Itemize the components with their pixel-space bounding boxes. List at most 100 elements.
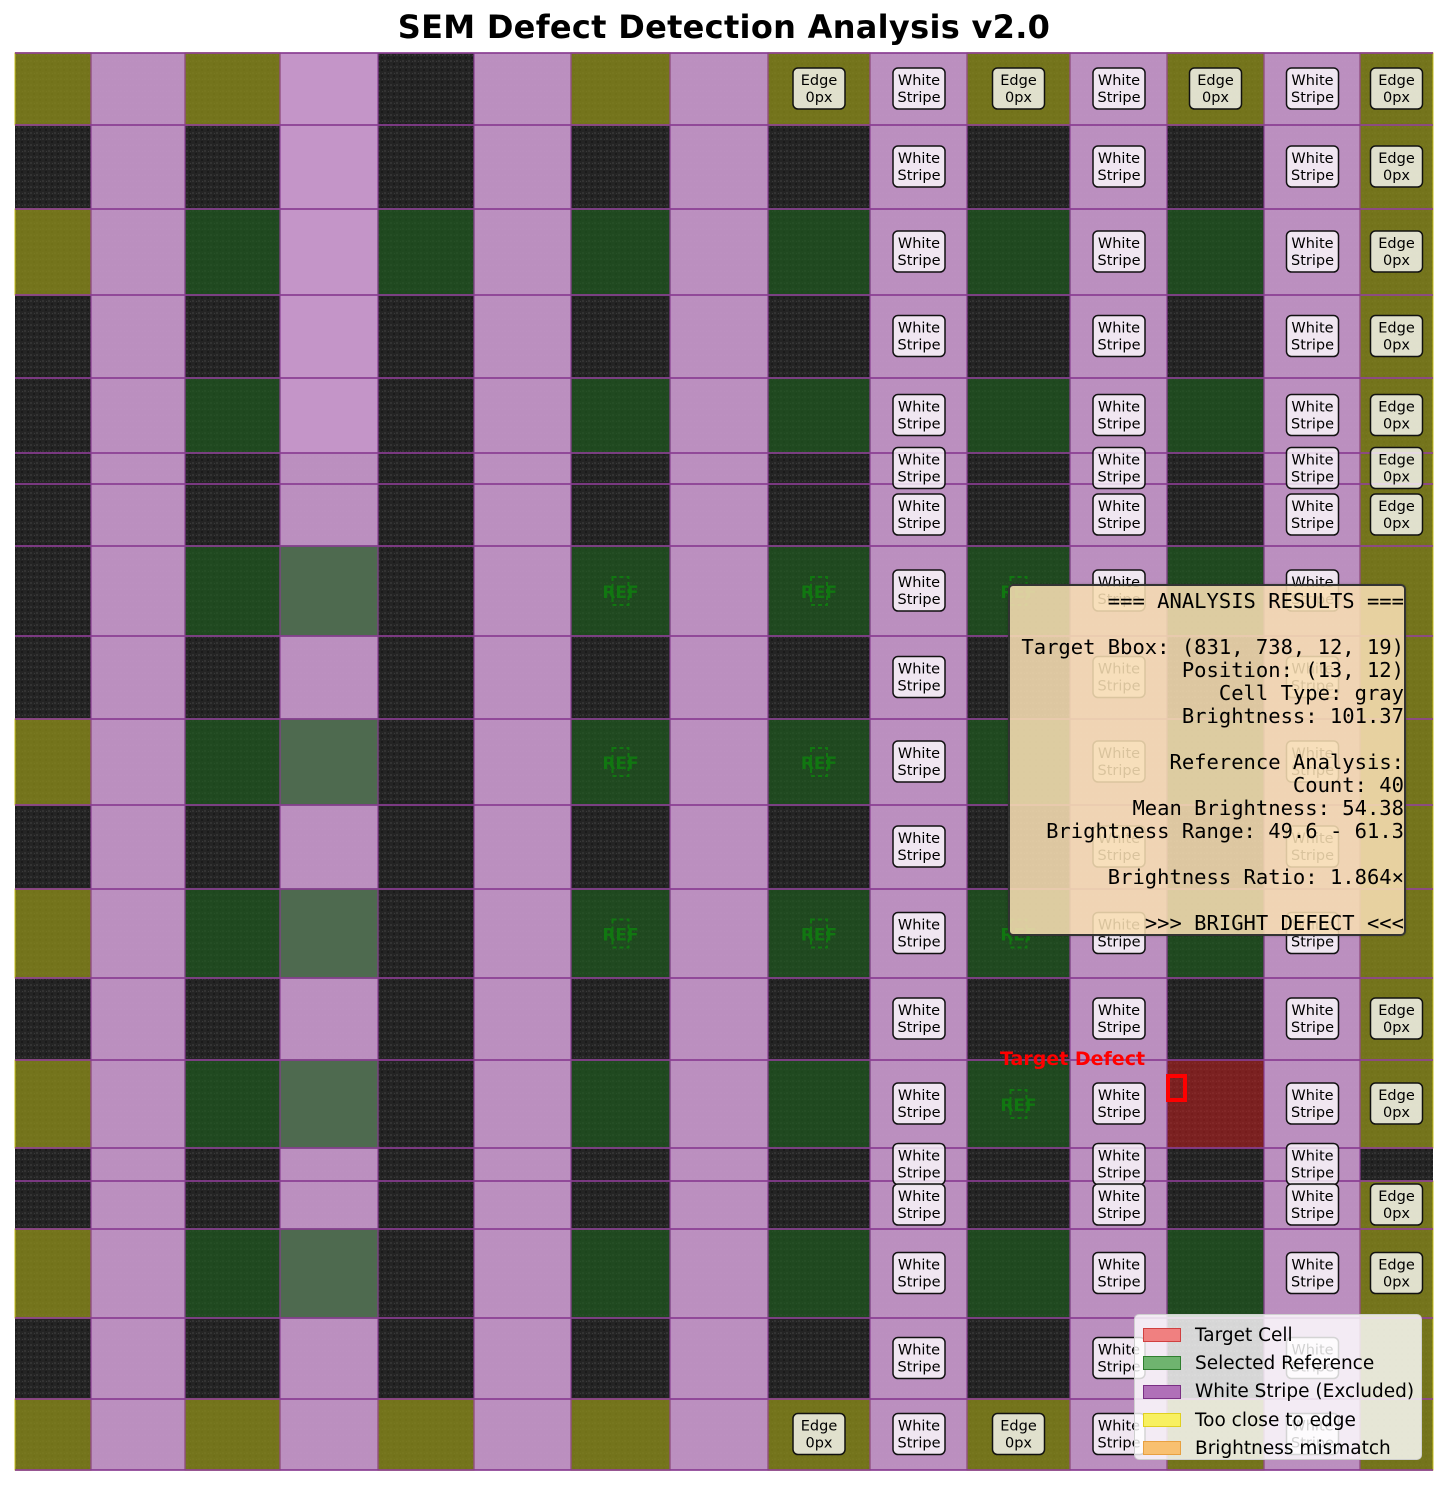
white-stripe-label-line1: White (898, 73, 940, 89)
white-stripe-label-line2: Stripe (1291, 253, 1334, 269)
white-stripe-label-line2: Stripe (897, 1105, 940, 1121)
ref-label: REF (1000, 1089, 1037, 1119)
white-stripe-cell (670, 1181, 768, 1229)
results-mean: Mean Brightness: 54.38 (1132, 796, 1404, 820)
analysis-results-panel: === ANALYSIS RESULTS === Target Bbox: (8… (1008, 584, 1406, 936)
white-stripe-cell (91, 889, 185, 978)
white-stripe-label-line1: White (1291, 236, 1333, 252)
reference-cell (279, 718, 379, 806)
edge-label-line1: Edge (1378, 73, 1415, 89)
edge-label-line2: 0px (805, 90, 832, 106)
white-stripe-cell (474, 378, 571, 453)
white-stripe-cell (280, 978, 378, 1060)
edge-label-line2: 0px (805, 1436, 832, 1452)
white-stripe-label-line1: White (1291, 1149, 1333, 1165)
edge-label-line2: 0px (1005, 90, 1032, 106)
results-position: Position: (13, 12) (1181, 658, 1404, 682)
white-stripe-label-line2: Stripe (1291, 516, 1334, 532)
white-stripe-label-line1: White (1291, 1189, 1333, 1205)
white-stripe-cell (474, 719, 571, 805)
reference-cell (767, 1059, 871, 1149)
reference-cell (767, 1228, 871, 1319)
white-stripe-cell (670, 719, 768, 805)
white-stripe-cell (670, 378, 768, 453)
reference-cell (184, 377, 281, 454)
white-stripe-label-line1: White (898, 662, 940, 678)
white-stripe-label-line1: White (1098, 400, 1140, 416)
white-stripe-label-line2: Stripe (897, 763, 940, 779)
edge-cell (14, 718, 92, 806)
edge-cell (184, 52, 281, 126)
target-cell (1167, 1060, 1264, 1148)
white-stripe-label-line2: Stripe (897, 1166, 940, 1182)
edge-label-line1: Edge (1378, 400, 1415, 416)
white-stripe-cell (670, 546, 768, 636)
edge-label-line1: Edge (1378, 1258, 1415, 1274)
edge-cell (570, 52, 671, 126)
white-stripe-label-line1: White (1098, 73, 1140, 89)
white-stripe-label-line1: White (1098, 1149, 1140, 1165)
white-stripe-cell (670, 978, 768, 1060)
white-stripe-cell (670, 209, 768, 295)
white-stripe-cell (474, 209, 571, 295)
target-defect-box (1166, 1074, 1187, 1102)
edge-label-line2: 0px (1383, 90, 1410, 106)
white-stripe-label-line2: Stripe (897, 1020, 940, 1036)
edge-label-line2: 0px (1383, 1020, 1410, 1036)
reference-cell (570, 377, 671, 454)
white-stripe-label-line1: White (1098, 453, 1140, 469)
reference-cell (184, 545, 281, 637)
white-stripe-label-line2: Stripe (897, 679, 940, 695)
reference-cell (570, 1059, 671, 1149)
white-stripe-label-line1: White (1291, 499, 1333, 515)
reference-cell (570, 1228, 671, 1319)
white-stripe-cell (474, 295, 571, 378)
white-stripe-label-line2: Stripe (897, 168, 940, 184)
edge-label-line1: Edge (1000, 1419, 1037, 1435)
edge-label-line1: Edge (1378, 499, 1415, 515)
reference-cell (966, 377, 1071, 454)
reference-cell (767, 377, 871, 454)
results-ratio: Brightness Ratio: 1.864× (1107, 865, 1404, 889)
white-stripe-cell (91, 209, 185, 295)
white-stripe-label-line1: White (1291, 151, 1333, 167)
white-stripe-cell (670, 295, 768, 378)
edge-label-line1: Edge (1378, 1088, 1415, 1104)
white-stripe-cell (280, 378, 378, 453)
white-stripe-cell (280, 53, 378, 125)
white-stripe-cell (474, 453, 571, 484)
white-stripe-cell (474, 889, 571, 978)
white-stripe-label-line2: Stripe (897, 417, 940, 433)
edge-label-line2: 0px (1383, 338, 1410, 354)
legend-label: White Stripe (Excluded) (1195, 1381, 1415, 1403)
white-stripe-cell (280, 125, 378, 209)
white-stripe-label-line2: Stripe (1097, 90, 1140, 106)
white-stripe-label-line2: Stripe (1097, 417, 1140, 433)
reference-cell (570, 888, 671, 979)
white-stripe-label-line1: White (1098, 1189, 1140, 1205)
legend-swatch-mismatch (1143, 1441, 1181, 1456)
white-stripe-cell (474, 484, 571, 546)
white-stripe-label-line2: Stripe (1097, 1275, 1140, 1291)
white-stripe-label-line1: White (898, 236, 940, 252)
reference-cell (279, 888, 379, 979)
white-stripe-label-line1: White (1291, 400, 1333, 416)
white-stripe-cell (91, 1229, 185, 1318)
white-stripe-cell (474, 53, 571, 125)
white-stripe-cell (280, 295, 378, 378)
